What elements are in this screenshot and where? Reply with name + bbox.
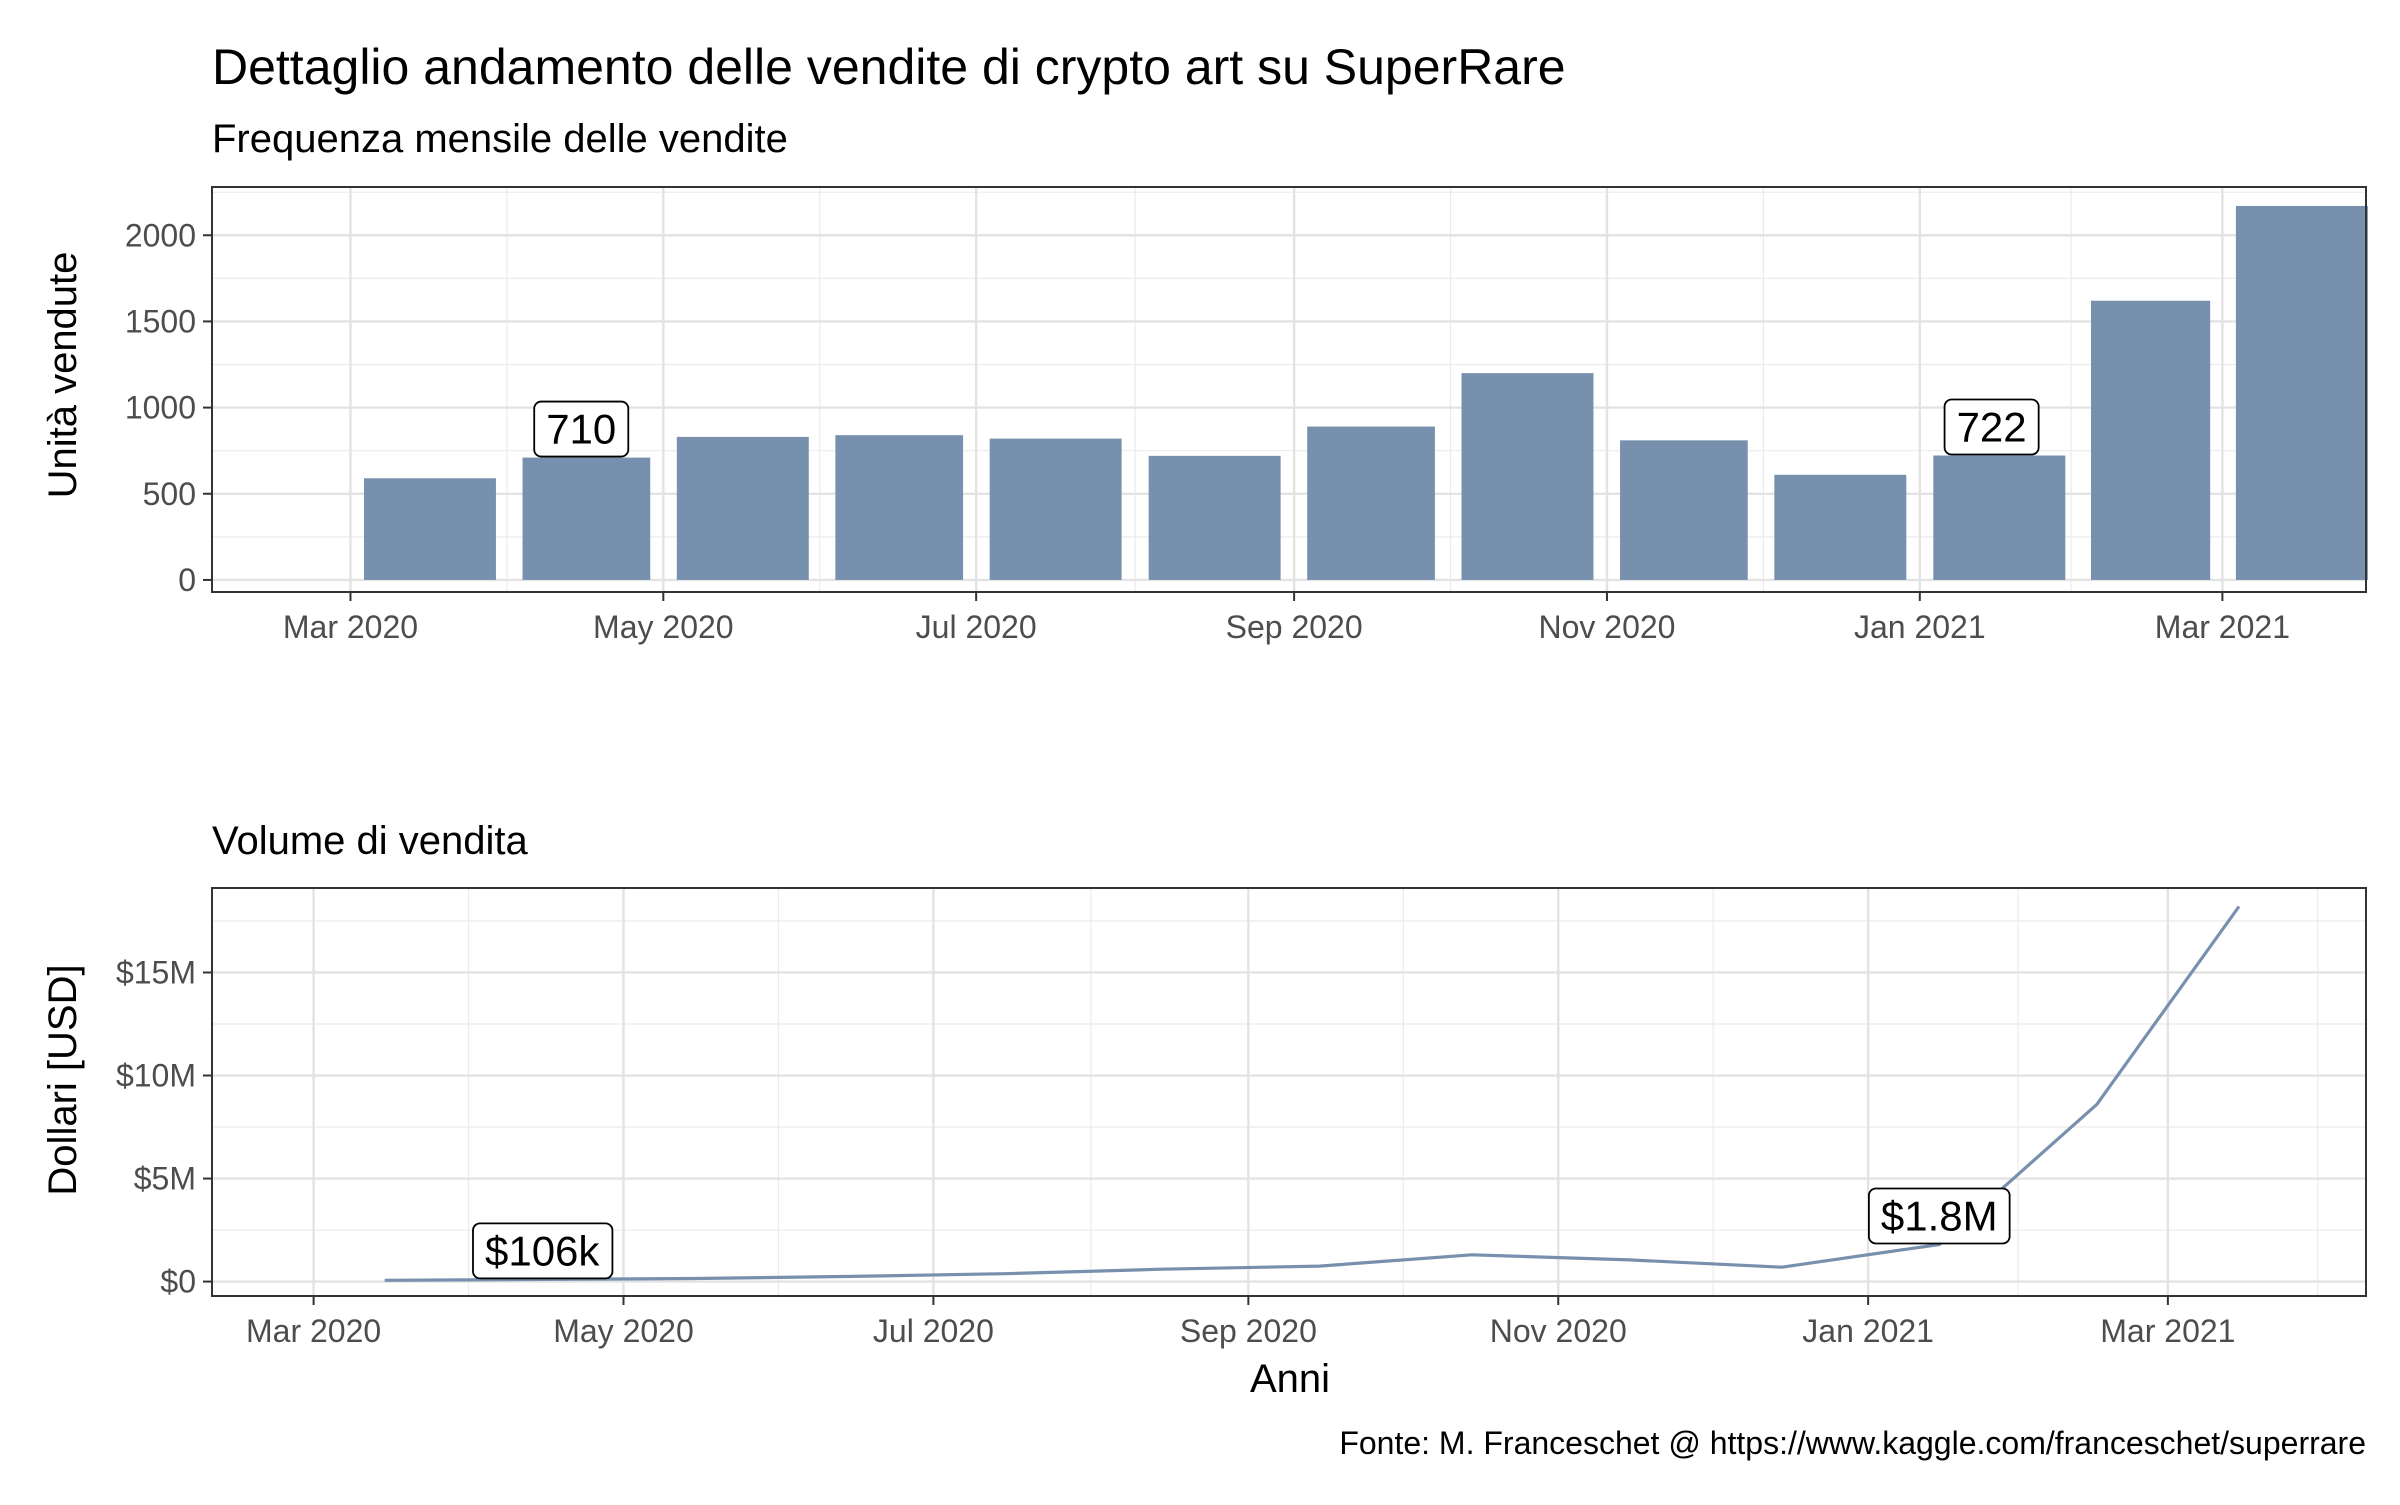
line-chart-subtitle: Volume di vendita <box>212 819 529 863</box>
y-tick-label: 2000 <box>125 217 196 253</box>
bar <box>363 478 496 580</box>
bar <box>835 435 964 580</box>
bar <box>1774 474 1907 580</box>
bar <box>1461 373 1594 580</box>
x-tick-label: Jan 2021 <box>1802 1313 1934 1349</box>
annotation-label: 710 <box>546 406 616 453</box>
annotation-box <box>472 1222 614 1280</box>
line-chart-x-axis-title: Anni <box>1250 1357 1330 1401</box>
y-tick-label: 1000 <box>125 390 196 426</box>
bar-chart-y-axis-title: Unità vendute <box>41 252 85 499</box>
bar <box>1307 426 1435 580</box>
bar <box>1148 455 1281 580</box>
x-tick-label: May 2020 <box>553 1313 694 1349</box>
chart-title: Dettaglio andamento delle vendite di cry… <box>212 39 1566 95</box>
bar <box>522 457 651 580</box>
annotation-box <box>533 400 630 458</box>
x-tick-label: Mar 2020 <box>246 1313 381 1349</box>
bar-chart-subtitle: Frequenza mensile delle vendite <box>212 117 788 161</box>
bar <box>1620 440 1748 580</box>
line-chart-panel: $106k $1.8M $0 $5M $10M $15M Mar 2020 May 2020 J… <box>116 887 2367 1349</box>
series-line <box>384 905 2241 1282</box>
x-tick-label: May 2020 <box>593 609 734 645</box>
annotation-label: 722 <box>1957 404 2027 451</box>
x-tick-label: Jul 2020 <box>873 1313 994 1349</box>
panel-border <box>211 186 2367 593</box>
y-tick-label: $15M <box>116 954 196 990</box>
x-tick-label: Jan 2021 <box>1854 609 1986 645</box>
annotation-label: $106k <box>485 1227 600 1274</box>
bar-chart-panel: 710 722 0 500 1000 1500 2000 Mar 2020 May 2020 Ju… <box>125 186 2368 645</box>
annotation-box <box>1943 398 2040 456</box>
y-tick-label: $5M <box>134 1161 196 1197</box>
x-tick-label: Mar 2021 <box>2100 1313 2235 1349</box>
bar <box>1933 455 2066 580</box>
x-tick-label: Sep 2020 <box>1226 609 1363 645</box>
panel-border <box>211 887 2367 1297</box>
annotation-box <box>1867 1187 2011 1245</box>
x-tick-label: Mar 2020 <box>283 609 418 645</box>
y-tick-label: $10M <box>116 1058 196 1094</box>
line-chart-y-axis-title: Dollari [USD] <box>41 964 85 1195</box>
x-tick-label: Jul 2020 <box>916 609 1037 645</box>
x-tick-label: Nov 2020 <box>1490 1313 1627 1349</box>
x-tick-label: Nov 2020 <box>1538 609 1675 645</box>
bar <box>2091 300 2211 580</box>
bar <box>989 438 1122 580</box>
y-tick-label: 0 <box>178 562 196 598</box>
y-tick-label: 1500 <box>125 303 196 339</box>
x-tick-label: Mar 2021 <box>2155 609 2290 645</box>
bar <box>676 436 809 580</box>
bar <box>2235 205 2368 580</box>
source-caption: Fonte: M. Franceschet @ https://www.kagg… <box>1339 1425 2366 1461</box>
x-tick-label: Sep 2020 <box>1180 1313 1317 1349</box>
annotation-label: $1.8M <box>1881 1192 1998 1239</box>
y-tick-label: $0 <box>160 1264 196 1300</box>
y-tick-label: 500 <box>143 476 196 512</box>
